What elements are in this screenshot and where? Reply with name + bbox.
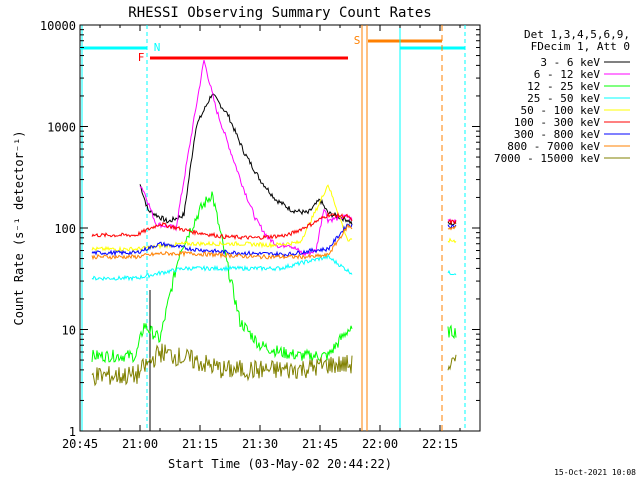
y-tick-label: 1000	[47, 121, 76, 135]
series-line	[139, 59, 457, 257]
y-axis-label: Count Rate (s⁻¹ detector⁻¹)	[12, 130, 26, 325]
flag-label: S	[354, 34, 361, 47]
series-line	[91, 191, 457, 364]
x-tick-label: 21:15	[182, 437, 218, 451]
series-line	[91, 223, 457, 261]
x-tick-label: 20:45	[62, 437, 98, 451]
series-layer	[91, 59, 457, 387]
legend-header: FDecim 1, Att 0	[531, 40, 630, 53]
chart-title: RHESSI Observing Summary Count Rates	[128, 5, 431, 21]
x-tick-label: 21:45	[302, 437, 338, 451]
legend-label: 25 - 50 keV	[527, 92, 600, 105]
axis-layer: 20:45 21:00 21:15 21:30 21:45 22:00 22:15 1 10 10…	[40, 19, 481, 451]
legend-label: 3 - 6 keV	[540, 56, 600, 69]
y-tick-label: 10	[62, 324, 76, 338]
x-tick-label: 22:15	[422, 437, 458, 451]
flag-label: N	[154, 41, 161, 54]
flag-label: F	[138, 51, 145, 64]
series-line	[91, 184, 457, 253]
legend-label: 6 - 12 keV	[534, 68, 601, 81]
legend-label: 12 - 25 keV	[527, 80, 600, 93]
legend-label: 100 - 300 keV	[514, 116, 600, 129]
plot-frame	[79, 24, 481, 432]
y-tick-label: 10000	[40, 19, 76, 33]
x-tick-label: 22:00	[362, 437, 398, 451]
y-tick-label: 100	[54, 222, 76, 236]
series-line	[91, 211, 457, 241]
legend: Det 1,3,4,5,6,9,FDecim 1, Att 0 3 - 6 keV…	[494, 28, 630, 165]
series-line	[91, 343, 457, 387]
x-tick-label: 21:30	[242, 437, 278, 451]
legend-header: Det 1,3,4,5,6,9,	[524, 28, 630, 41]
series-line	[91, 254, 457, 282]
legend-label: 7000 - 15000 keV	[494, 152, 600, 165]
y-tick-label: 1	[69, 425, 76, 439]
x-tick-label: 21:00	[122, 437, 158, 451]
footer-date: 15-Oct-2021 10:08	[554, 468, 636, 477]
x-axis-label: Start Time (03-May-02 20:44:22)	[168, 457, 392, 471]
legend-label: 800 - 7000 keV	[507, 140, 600, 153]
legend-label: 300 - 800 keV	[514, 128, 600, 141]
legend-label: 50 - 100 keV	[521, 104, 601, 117]
